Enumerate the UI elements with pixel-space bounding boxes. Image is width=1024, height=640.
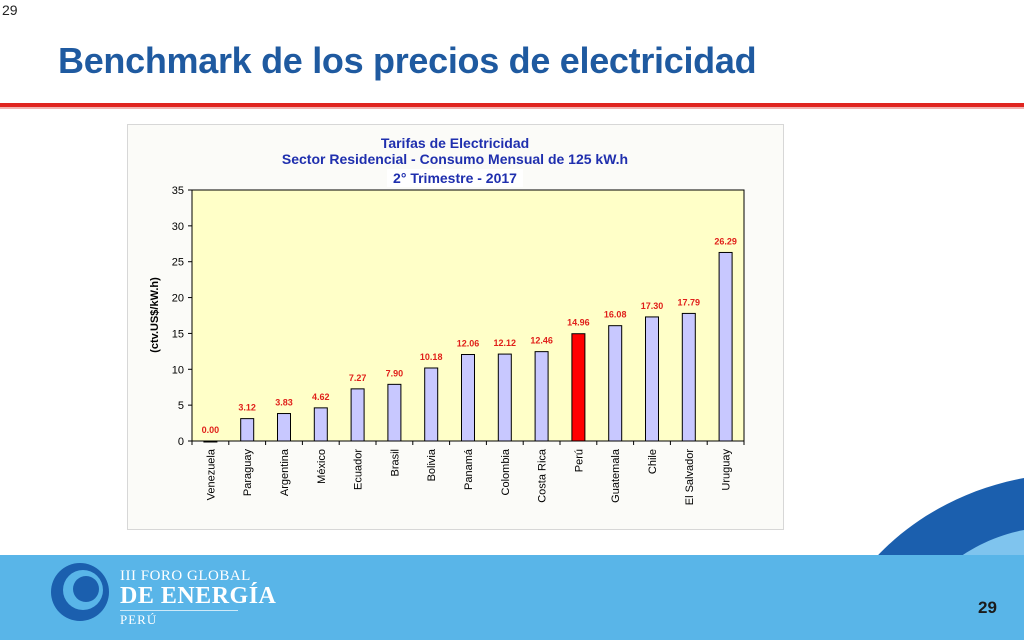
x-tick-label: Chile bbox=[647, 449, 659, 474]
bar-argentina bbox=[277, 413, 291, 442]
title-divider bbox=[0, 103, 1024, 107]
y-tick-label: 25 bbox=[172, 257, 184, 269]
bar-venezuela bbox=[203, 440, 218, 443]
brand-line-1: III FORO GLOBAL bbox=[120, 568, 251, 584]
bar-méxico bbox=[313, 407, 328, 442]
x-tick-label: Guatemala bbox=[610, 448, 622, 503]
data-label: 3.12 bbox=[238, 403, 256, 413]
data-label: 14.96 bbox=[567, 318, 590, 328]
data-label: 3.83 bbox=[275, 398, 293, 408]
forum-brand: III FORO GLOBAL DE ENERGÍA PERÚ bbox=[120, 568, 276, 628]
bar-chile bbox=[645, 316, 659, 442]
bar-perú bbox=[571, 333, 586, 442]
slide-title: Benchmark de los precios de electricidad bbox=[58, 40, 757, 81]
brand-line-3: PERÚ bbox=[120, 610, 238, 628]
data-label: 10.18 bbox=[420, 352, 443, 362]
x-tick-label: Panamá bbox=[463, 448, 475, 490]
data-label: 16.08 bbox=[604, 310, 627, 320]
x-tick-label: El Salvador bbox=[684, 449, 696, 506]
bar-colombia bbox=[497, 353, 512, 442]
footer-band bbox=[0, 555, 1024, 640]
chart-title: Tarifas de Electricidad bbox=[381, 135, 529, 151]
page-number: 29 bbox=[978, 598, 997, 617]
title-divider-shadow bbox=[0, 107, 1024, 109]
bar-chart: Tarifas de Electricidad Sector Residenci… bbox=[149, 135, 745, 506]
x-tick-label: Argentina bbox=[279, 448, 291, 496]
data-label: 4.62 bbox=[312, 392, 330, 402]
x-tick-label: Uruguay bbox=[721, 449, 733, 491]
x-tick-label: Ecuador bbox=[353, 449, 365, 490]
chart-subtitle2: 2° Trimestre - 2017 bbox=[393, 170, 517, 186]
y-tick-label: 0 bbox=[178, 436, 184, 448]
bar-bolivia bbox=[424, 367, 439, 442]
globe-logo-icon bbox=[51, 563, 109, 621]
chart-subtitle: Sector Residencial - Consumo Mensual de … bbox=[282, 151, 628, 167]
y-tick-label: 35 bbox=[172, 185, 184, 197]
x-tick-label: Venezuela bbox=[205, 448, 217, 500]
x-tick-label: Colombia bbox=[500, 448, 512, 495]
x-tick-label: Bolivia bbox=[426, 448, 438, 481]
data-label: 7.90 bbox=[386, 368, 404, 378]
data-label: 12.46 bbox=[530, 336, 553, 346]
bar-ecuador bbox=[350, 388, 365, 442]
bar-costa-rica bbox=[534, 351, 549, 442]
bar-guatemala bbox=[608, 325, 623, 442]
data-label: 7.27 bbox=[349, 373, 367, 383]
chart-frame: Tarifas de Electricidad Sector Residenci… bbox=[127, 124, 784, 530]
data-label: 26.29 bbox=[714, 236, 737, 246]
bar-paraguay bbox=[240, 418, 255, 442]
chart-subtitle2-box bbox=[387, 169, 523, 187]
bar-el-salvador bbox=[681, 312, 696, 442]
x-tick-label: Paraguay bbox=[242, 449, 254, 497]
corner-slide-number: 29 bbox=[2, 2, 18, 18]
y-tick-label: 5 bbox=[178, 400, 184, 412]
x-tick-label: México bbox=[316, 449, 328, 484]
y-tick-label: 15 bbox=[172, 328, 184, 340]
y-tick-label: 20 bbox=[172, 293, 184, 305]
data-label: 17.79 bbox=[678, 297, 701, 307]
x-tick-label: Brasil bbox=[389, 449, 401, 477]
bar-uruguay bbox=[718, 251, 733, 442]
data-label: 12.12 bbox=[494, 338, 517, 348]
bar-brasil bbox=[387, 383, 402, 442]
y-tick-label: 30 bbox=[172, 221, 184, 233]
data-label: 17.30 bbox=[641, 301, 664, 311]
bar-panamá bbox=[461, 354, 475, 442]
y-tick-label: 10 bbox=[172, 364, 184, 376]
y-axis-label: (ctv.US$/kW.h) bbox=[149, 277, 161, 353]
data-label: 0.00 bbox=[202, 425, 220, 435]
x-tick-label: Perú bbox=[573, 449, 585, 472]
data-label: 12.06 bbox=[457, 339, 480, 349]
x-tick-label: Costa Rica bbox=[537, 448, 549, 503]
brand-line-2: DE ENERGÍA bbox=[120, 583, 277, 609]
